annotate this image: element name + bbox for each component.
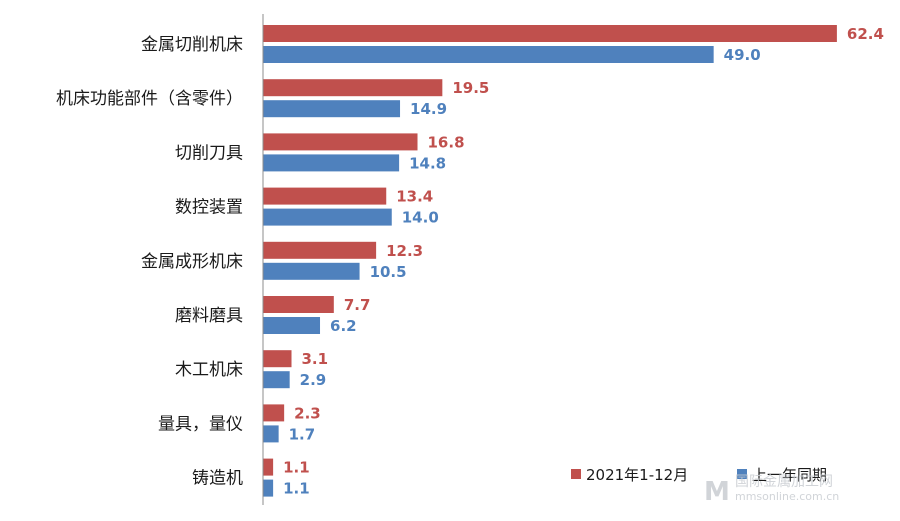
watermark-line-1: 国际金属加工网 bbox=[735, 474, 833, 490]
value-label-current-cat-6: 3.1 bbox=[302, 350, 329, 368]
legend-swatch-2021 bbox=[571, 469, 581, 479]
bar-current-cat-8 bbox=[263, 458, 274, 476]
value-label-current-cat-4: 12.3 bbox=[386, 242, 423, 260]
value-label-current-cat-7: 2.3 bbox=[294, 404, 321, 422]
bar-prior-cat-4 bbox=[263, 262, 360, 280]
category-label-cat-5: 磨料磨具 bbox=[175, 306, 243, 326]
value-label-current-cat-5: 7.7 bbox=[344, 296, 371, 314]
category-label-cat-2: 切削刀具 bbox=[175, 143, 243, 163]
bar-current-cat-4 bbox=[263, 241, 377, 259]
legend: 2021年1-12月 上一年同期 bbox=[571, 466, 827, 484]
bar-prior-cat-7 bbox=[263, 425, 279, 443]
bar-prior-cat-5 bbox=[263, 317, 321, 334]
watermark: M 国际金属加工网 mmsonline.com.cn bbox=[704, 474, 839, 507]
category-label-cat-6: 木工机床 bbox=[175, 360, 243, 380]
category-label-cat-8: 铸造机 bbox=[192, 469, 243, 489]
legend-label-2021: 2021年1-12月 bbox=[586, 466, 688, 484]
value-labels-group: 62.4 49.0 19.5 14.9 16.8 14.8 13.4 14.0 12.3 10.5… bbox=[283, 25, 884, 498]
bar-current-cat-6 bbox=[263, 350, 292, 368]
category-label-cat-7: 量具，量仪 bbox=[158, 414, 243, 434]
bar-prior-cat-3 bbox=[263, 208, 392, 226]
category-label-cat-4: 金属成形机床 bbox=[141, 252, 243, 272]
watermark-logo-icon: M bbox=[704, 477, 730, 507]
watermark-line-2: mmsonline.com.cn bbox=[735, 490, 839, 503]
bar-current-cat-2 bbox=[263, 133, 418, 151]
value-label-current-cat-1: 19.5 bbox=[452, 79, 489, 97]
value-label-prior-cat-4: 10.5 bbox=[370, 263, 407, 281]
value-label-current-cat-2: 16.8 bbox=[428, 133, 465, 151]
bars-group bbox=[263, 25, 837, 497]
value-label-prior-cat-6: 2.9 bbox=[300, 371, 327, 389]
bar-prior-cat-1 bbox=[263, 100, 401, 118]
bar-prior-cat-0 bbox=[263, 46, 714, 63]
legend-label-prior-year: 上一年同期 bbox=[752, 466, 827, 484]
value-label-prior-cat-5: 6.2 bbox=[330, 317, 357, 335]
value-label-prior-cat-8: 1.1 bbox=[283, 480, 310, 498]
legend-swatch-prior-year bbox=[737, 469, 747, 479]
bar-prior-cat-6 bbox=[263, 371, 290, 389]
category-label-cat-0: 金属切削机床 bbox=[141, 35, 243, 55]
bar-prior-cat-2 bbox=[263, 154, 400, 172]
bar-current-cat-5 bbox=[263, 296, 334, 313]
category-label-cat-3: 数控装置 bbox=[175, 198, 243, 218]
value-label-prior-cat-3: 14.0 bbox=[402, 209, 439, 227]
value-label-current-cat-0: 62.4 bbox=[847, 25, 884, 43]
value-label-current-cat-3: 13.4 bbox=[396, 188, 433, 206]
bar-current-cat-7 bbox=[263, 404, 285, 422]
value-label-prior-cat-2: 14.8 bbox=[409, 154, 446, 172]
bar-current-cat-1 bbox=[263, 79, 443, 97]
category-label-cat-1: 机床功能部件（含零件） bbox=[56, 89, 243, 109]
value-label-prior-cat-1: 14.9 bbox=[410, 100, 447, 118]
bar-current-cat-0 bbox=[263, 25, 837, 42]
bar-current-cat-3 bbox=[263, 187, 387, 205]
value-label-current-cat-8: 1.1 bbox=[283, 459, 310, 477]
value-label-prior-cat-7: 1.7 bbox=[289, 425, 316, 443]
value-label-prior-cat-0: 49.0 bbox=[724, 46, 761, 64]
bar-prior-cat-8 bbox=[263, 479, 274, 497]
